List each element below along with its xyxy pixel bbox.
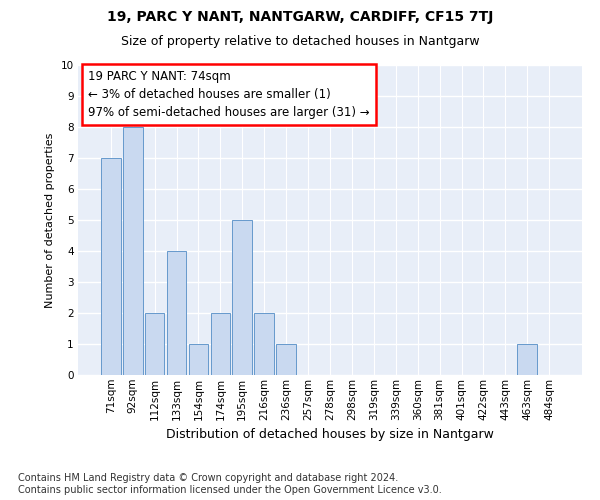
Y-axis label: Number of detached properties: Number of detached properties xyxy=(45,132,55,308)
Text: 19, PARC Y NANT, NANTGARW, CARDIFF, CF15 7TJ: 19, PARC Y NANT, NANTGARW, CARDIFF, CF15… xyxy=(107,10,493,24)
Bar xyxy=(254,313,274,375)
Bar xyxy=(123,127,143,375)
Bar xyxy=(517,344,537,375)
Bar xyxy=(145,313,164,375)
Text: Size of property relative to detached houses in Nantgarw: Size of property relative to detached ho… xyxy=(121,35,479,48)
Bar xyxy=(101,158,121,375)
Text: 19 PARC Y NANT: 74sqm
← 3% of detached houses are smaller (1)
97% of semi-detach: 19 PARC Y NANT: 74sqm ← 3% of detached h… xyxy=(88,70,370,118)
Bar xyxy=(188,344,208,375)
Bar xyxy=(276,344,296,375)
Bar xyxy=(232,220,252,375)
Text: Contains HM Land Registry data © Crown copyright and database right 2024.
Contai: Contains HM Land Registry data © Crown c… xyxy=(18,474,442,495)
Bar xyxy=(211,313,230,375)
X-axis label: Distribution of detached houses by size in Nantgarw: Distribution of detached houses by size … xyxy=(166,428,494,441)
Bar xyxy=(167,251,187,375)
